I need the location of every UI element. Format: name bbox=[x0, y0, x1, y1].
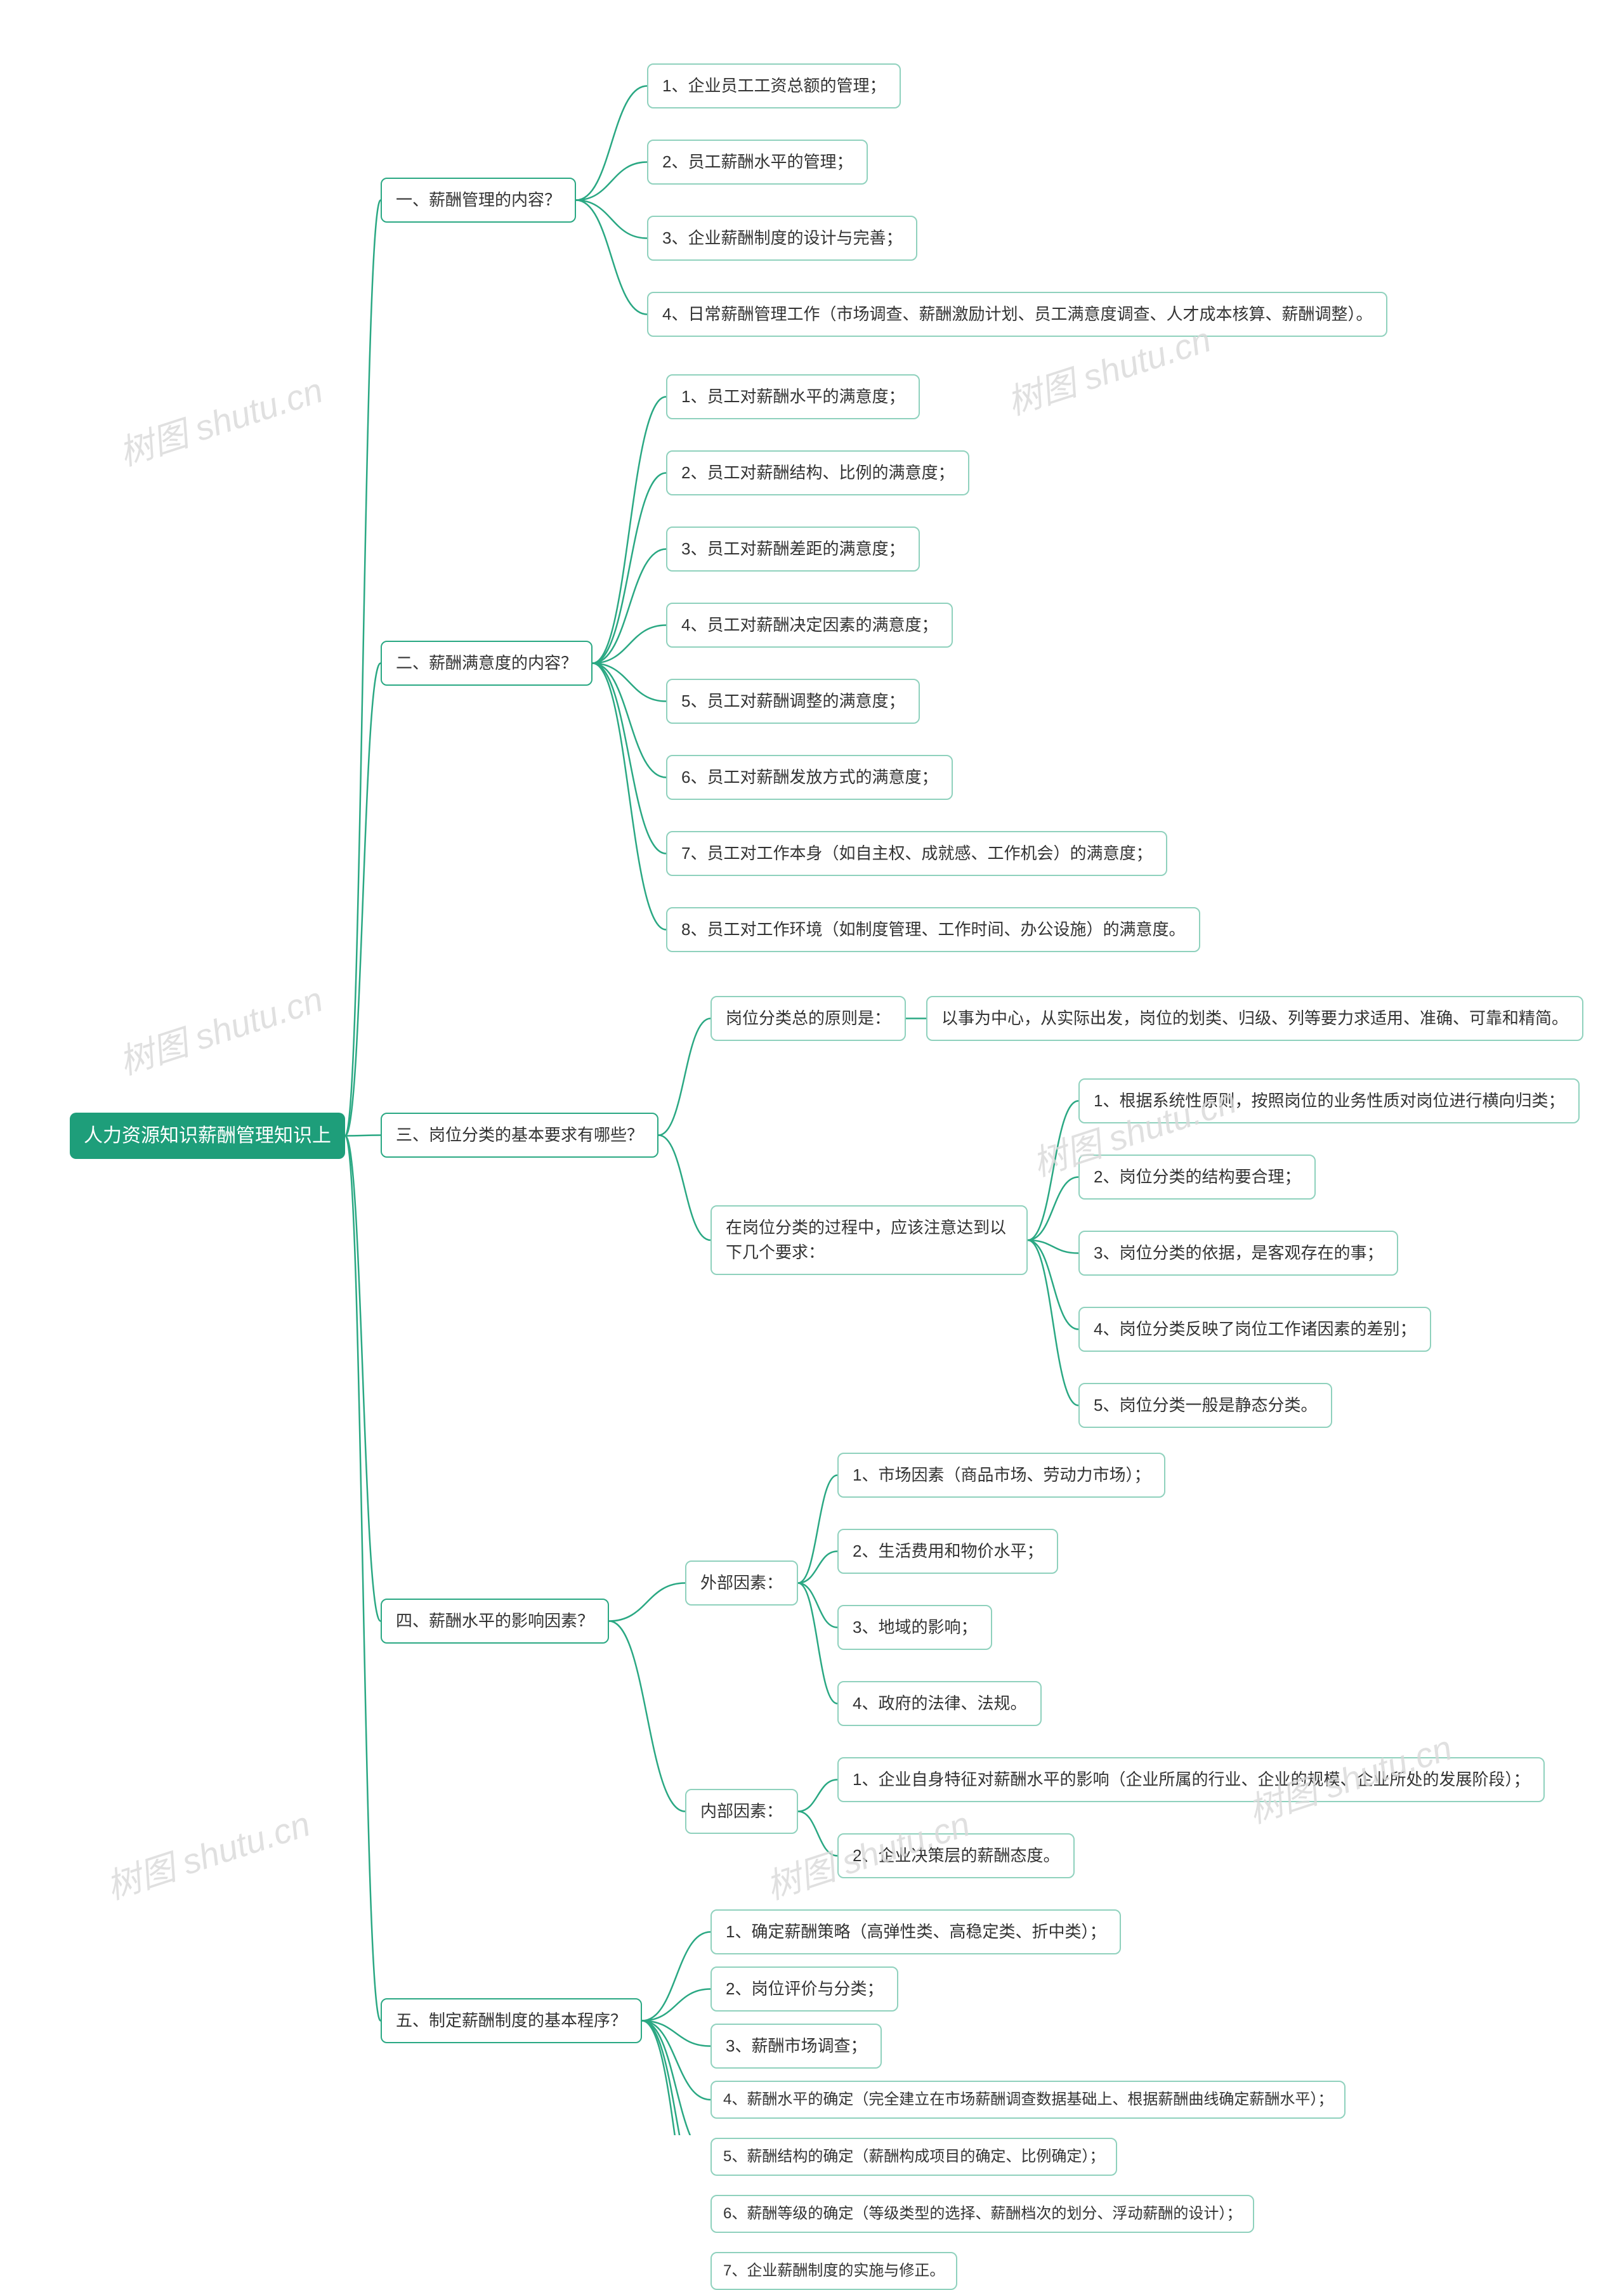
leaf-node: 1、确定薪酬策略（高弹性类、高稳定类、折中类）； bbox=[710, 1909, 1121, 1954]
leaf-node: 5、薪酬结构的确定（薪酬构成项目的确定、比例确定）； bbox=[710, 2138, 1117, 2176]
branch-node: 二、薪酬满意度的内容？ bbox=[381, 641, 593, 686]
leaf-node: 2、岗位分类的结构要合理； bbox=[1078, 1155, 1316, 1200]
leaf-node: 3、员工对薪酬差距的满意度； bbox=[666, 527, 920, 572]
leaf-node: 5、岗位分类一般是静态分类。 bbox=[1078, 1383, 1332, 1428]
watermark: 树图 shutu.cn bbox=[112, 362, 329, 475]
leaf-node: 在岗位分类的过程中，应该注意达到以下几个要求： bbox=[710, 1205, 1028, 1275]
leaf-node: 3、企业薪酬制度的设计与完善； bbox=[647, 216, 917, 261]
branch-node: 三、岗位分类的基本要求有哪些？ bbox=[381, 1113, 658, 1158]
leaf-node: 1、根据系统性原则，按照岗位的业务性质对岗位进行横向归类； bbox=[1078, 1078, 1580, 1123]
leaf-node: 4、岗位分类反映了岗位工作诸因素的差别； bbox=[1078, 1307, 1431, 1352]
leaf-node: 4、员工对薪酬决定因素的满意度； bbox=[666, 603, 953, 648]
leaf-node: 内部因素： bbox=[685, 1789, 798, 1834]
watermark: 树图 shutu.cn bbox=[99, 1795, 316, 1909]
leaf-node: 4、薪酬水平的确定（完全建立在市场薪酬调查数据基础上、根据薪酬曲线确定薪酬水平）… bbox=[710, 2081, 1346, 2119]
leaf-node: 1、员工对薪酬水平的满意度； bbox=[666, 374, 920, 419]
branch-node: 一、薪酬管理的内容？ bbox=[381, 178, 576, 223]
leaf-node: 外部因素： bbox=[685, 1560, 798, 1606]
leaf-node: 1、市场因素（商品市场、劳动力市场）； bbox=[837, 1453, 1165, 1498]
leaf-node: 1、企业自身特征对薪酬水平的影响（企业所属的行业、企业的规模、企业所处的发展阶段… bbox=[837, 1757, 1545, 1802]
mindmap-canvas: 人力资源知识薪酬管理知识上 一、薪酬管理的内容？ 二、薪酬满意度的内容？ 三、岗位分类… bbox=[0, 0, 1624, 2135]
leaf-node: 6、员工对薪酬发放方式的满意度； bbox=[666, 755, 953, 800]
leaf-node: 3、地域的影响； bbox=[837, 1605, 992, 1650]
leaf-node: 以事为中心，从实际出发，岗位的划类、归级、列等要力求适用、准确、可靠和精简。 bbox=[926, 996, 1583, 1041]
leaf-node: 2、员工对薪酬结构、比例的满意度； bbox=[666, 450, 969, 495]
leaf-node: 6、薪酬等级的确定（等级类型的选择、薪酬档次的划分、浮动薪酬的设计）； bbox=[710, 2195, 1254, 2233]
leaf-node: 7、员工对工作本身（如自主权、成就感、工作机会）的满意度； bbox=[666, 831, 1167, 876]
leaf-node: 5、员工对薪酬调整的满意度； bbox=[666, 679, 920, 724]
leaf-node: 2、企业决策层的薪酬态度。 bbox=[837, 1833, 1075, 1878]
leaf-node: 8、员工对工作环境（如制度管理、工作时间、办公设施）的满意度。 bbox=[666, 907, 1200, 952]
branch-node: 四、薪酬水平的影响因素？ bbox=[381, 1599, 609, 1644]
leaf-node: 3、薪酬市场调查； bbox=[710, 2024, 882, 2069]
branch-node: 五、制定薪酬制度的基本程序？ bbox=[381, 1998, 642, 2043]
leaf-node: 2、生活费用和物价水平； bbox=[837, 1529, 1058, 1574]
leaf-node: 3、岗位分类的依据，是客观存在的事； bbox=[1078, 1231, 1398, 1276]
leaf-node: 7、企业薪酬制度的实施与修正。 bbox=[710, 2252, 957, 2290]
root-node: 人力资源知识薪酬管理知识上 bbox=[70, 1113, 345, 1159]
watermark: 树图 shutu.cn bbox=[112, 971, 329, 1084]
leaf-node: 4、政府的法律、法规。 bbox=[837, 1681, 1042, 1726]
leaf-node: 岗位分类总的原则是： bbox=[710, 996, 906, 1041]
leaf-node: 2、员工薪酬水平的管理； bbox=[647, 140, 868, 185]
leaf-node: 4、日常薪酬管理工作（市场调查、薪酬激励计划、员工满意度调查、人才成本核算、薪酬… bbox=[647, 292, 1387, 337]
leaf-node: 1、企业员工工资总额的管理； bbox=[647, 63, 901, 108]
leaf-node: 2、岗位评价与分类； bbox=[710, 1966, 898, 2012]
